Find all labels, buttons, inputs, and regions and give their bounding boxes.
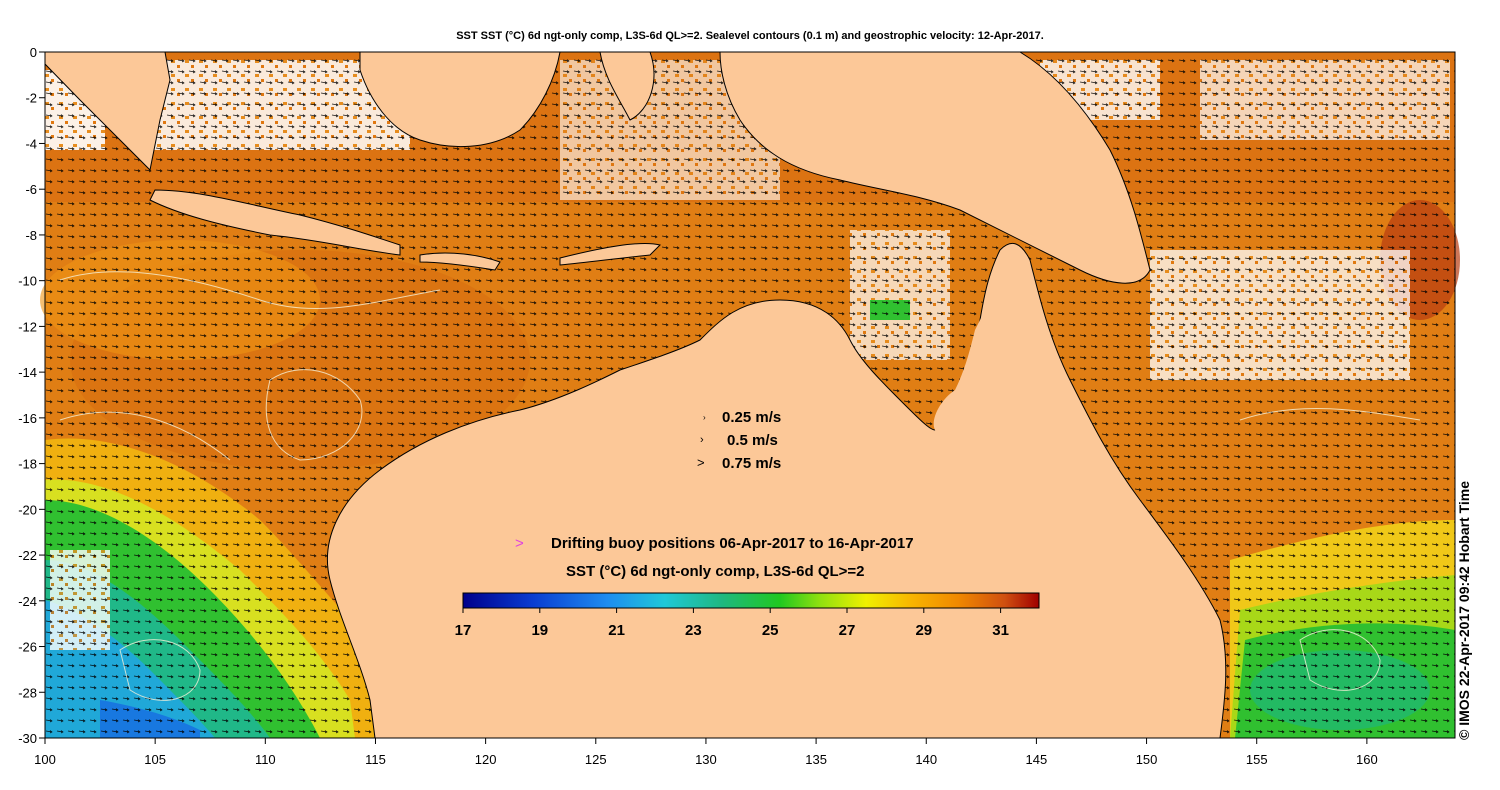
y-axis: 0 -2 -4 -6 -8 -10 -12 -14 -16 -18 -20 -22 -24 -26 -28 -… (18, 45, 45, 746)
y-tick-label: -4 (25, 136, 37, 151)
borneo-land (359, 51, 561, 147)
y-tick-label: -30 (18, 731, 37, 746)
australia-land (326, 242, 1227, 739)
y-tick-label: -22 (18, 548, 37, 563)
land-masses (44, 51, 1227, 739)
x-tick-label: 155 (1246, 752, 1268, 767)
credit-text: © IMOS 22-Apr-2017 09:42 Hobart Time (1456, 480, 1472, 740)
x-tick-label: 120 (475, 752, 497, 767)
colorbar-title: SST (°C) 6d ngt-only comp, L3S-6d QL>=2 (566, 563, 865, 580)
buoy-marker-icon: > (515, 535, 524, 552)
x-tick-label: 140 (915, 752, 937, 767)
colorbar-tick-label: 27 (839, 622, 856, 639)
sumatra-land (44, 51, 171, 172)
colorbar-tick-label: 25 (762, 622, 779, 639)
velocity-arrow-medium-icon: › (700, 434, 704, 446)
y-tick-label: -18 (18, 457, 37, 472)
y-tick-label: -2 (25, 91, 37, 106)
map-frame (44, 51, 1456, 739)
x-tick-label: 135 (805, 752, 827, 767)
y-tick-label: 0 (30, 45, 37, 60)
java-land (149, 189, 401, 256)
y-tick-label: -8 (25, 228, 37, 243)
colorbar-tick-label: 19 (531, 622, 548, 639)
map-title: SST SST (°C) 6d ngt-only comp, L3S-6d QL… (456, 30, 1044, 42)
sealevel-contours (59, 271, 1421, 701)
colorbar-gradient (462, 592, 1040, 609)
x-tick-label: 125 (585, 752, 607, 767)
y-tick-label: -10 (18, 274, 37, 289)
y-tick-label: -14 (18, 365, 37, 380)
velocity-arrow-small-icon: › (703, 413, 706, 422)
y-tick-label: -6 (25, 182, 37, 197)
x-axis: 100 105 110 115 120 125 130 135 140 145 150 155 160 (34, 738, 1378, 767)
x-tick-label: 100 (34, 752, 56, 767)
velocity-label-1: 0.5 m/s (727, 432, 778, 449)
colorbar-tick-label: 31 (992, 622, 1009, 639)
y-tick-label: -26 (18, 640, 37, 655)
lesser-sunda-land (419, 252, 501, 271)
colorbar-tick-label: 17 (455, 622, 472, 639)
x-tick-label: 160 (1356, 752, 1378, 767)
x-tick-label: 145 (1026, 752, 1048, 767)
new-guinea-land (719, 51, 1151, 284)
buoy-legend-label: Drifting buoy positions 06-Apr-2017 to 1… (551, 535, 914, 552)
y-tick-label: -24 (18, 594, 37, 609)
velocity-label-2: 0.75 m/s (722, 455, 781, 472)
buoy-legend: > Drifting buoy positions 06-Apr-2017 to… (515, 535, 914, 552)
timor-land (559, 242, 661, 266)
velocity-arrow-large-icon: > (697, 455, 705, 470)
x-tick-label: 130 (695, 752, 717, 767)
colorbar-tick-label: 21 (608, 622, 625, 639)
x-tick-label: 110 (255, 752, 276, 767)
colorbar-tick-label: 29 (915, 622, 932, 639)
x-tick-label: 150 (1136, 752, 1158, 767)
velocity-label-0: 0.25 m/s (722, 409, 781, 426)
velocity-legend: › › > 0.25 m/s 0.5 m/s 0.75 m/s (697, 409, 781, 472)
sulawesi-land (599, 51, 655, 121)
y-tick-label: -20 (18, 502, 37, 517)
y-tick-label: -28 (18, 685, 37, 700)
x-tick-label: 115 (365, 752, 386, 767)
y-tick-label: -12 (18, 319, 37, 334)
colorbar: SST (°C) 6d ngt-only comp, L3S-6d QL>=2 … (455, 563, 1040, 639)
x-tick-label: 105 (144, 752, 166, 767)
y-tick-label: -16 (18, 411, 37, 426)
colorbar-tick-label: 23 (685, 622, 702, 639)
